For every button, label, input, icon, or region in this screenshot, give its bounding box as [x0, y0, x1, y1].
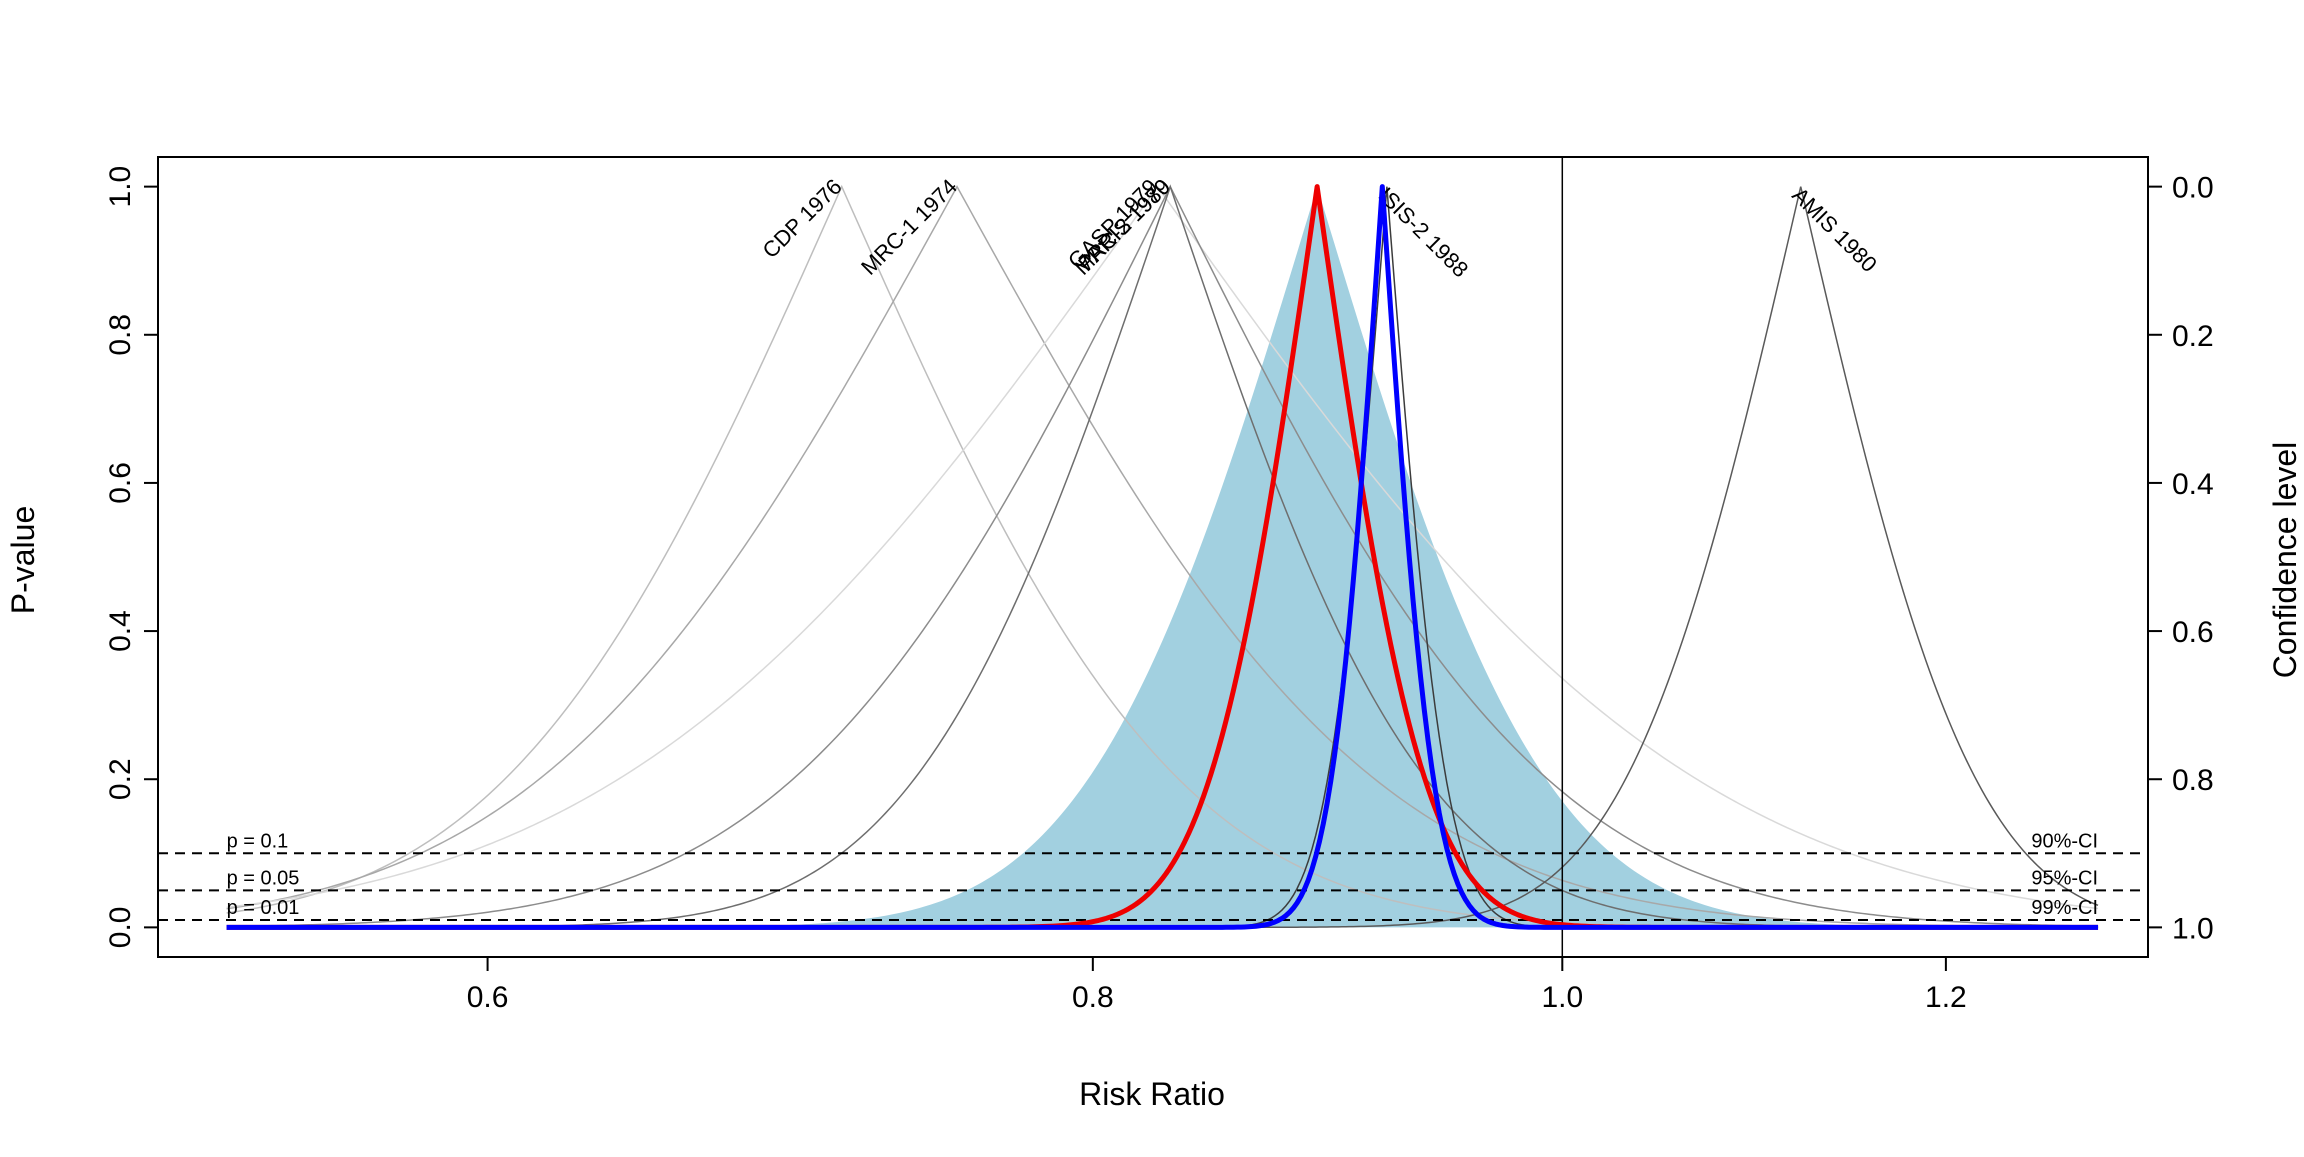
y2-tick-label-5: 0.0: [2172, 172, 2214, 205]
x-tick-label-1: 0.8: [1072, 981, 1114, 1014]
y2-tick-label-3: 0.4: [2172, 468, 2214, 501]
plot-frame: [157, 156, 2149, 958]
reference-label-left-0: p = 0.1: [227, 830, 289, 852]
y2-axis-title: Confidence level: [2267, 442, 2303, 679]
axes-layer: 0.6 0.8 1.0 1.2 0.0 0.2 0.4 0.6 0.8 1.0 1.0 0.8 0.6 0…: [104, 156, 2214, 1014]
study-curve-paris-1980: [226, 184, 2099, 928]
x-tick-label-3: 1.2: [1925, 981, 1967, 1014]
reference-label-right-0: 90%-CI: [2031, 830, 2098, 852]
fixed-effect-curve: [226, 184, 2099, 930]
y2-tick-label-2: 0.6: [2172, 616, 2214, 649]
study-curve-mrc-1-1974: [226, 185, 2099, 928]
reference-label-right-2: 99%-CI: [2031, 897, 2098, 919]
y-tick-label-5: 1.0: [104, 166, 137, 208]
y2-tick-label-4: 0.2: [2172, 320, 2214, 353]
y2-tick-label-1: 0.8: [2172, 764, 2214, 797]
reference-label-left-2: p = 0.01: [227, 897, 300, 919]
y-tick-label-1: 0.2: [104, 758, 137, 800]
reference-label-right-1: 95%-CI: [2031, 867, 2098, 889]
random-effects-band: [226, 186, 2099, 928]
y-tick-label-0: 0.0: [104, 907, 137, 949]
x-tick-label-2: 1.0: [1541, 981, 1583, 1014]
y2-tick-label-0: 1.0: [2172, 912, 2214, 945]
study-curve-gasp-1979: [226, 185, 2099, 910]
y-tick-label-2: 0.4: [104, 610, 137, 652]
y-tick-label-3: 0.6: [104, 462, 137, 504]
y-tick-label-4: 0.8: [104, 314, 137, 356]
y-axis-title: P-value: [5, 506, 41, 615]
x-axis-title: Risk Ratio: [1079, 1076, 1225, 1112]
reference-label-left-1: p = 0.05: [227, 867, 300, 889]
x-tick-label-0: 0.6: [467, 981, 509, 1014]
